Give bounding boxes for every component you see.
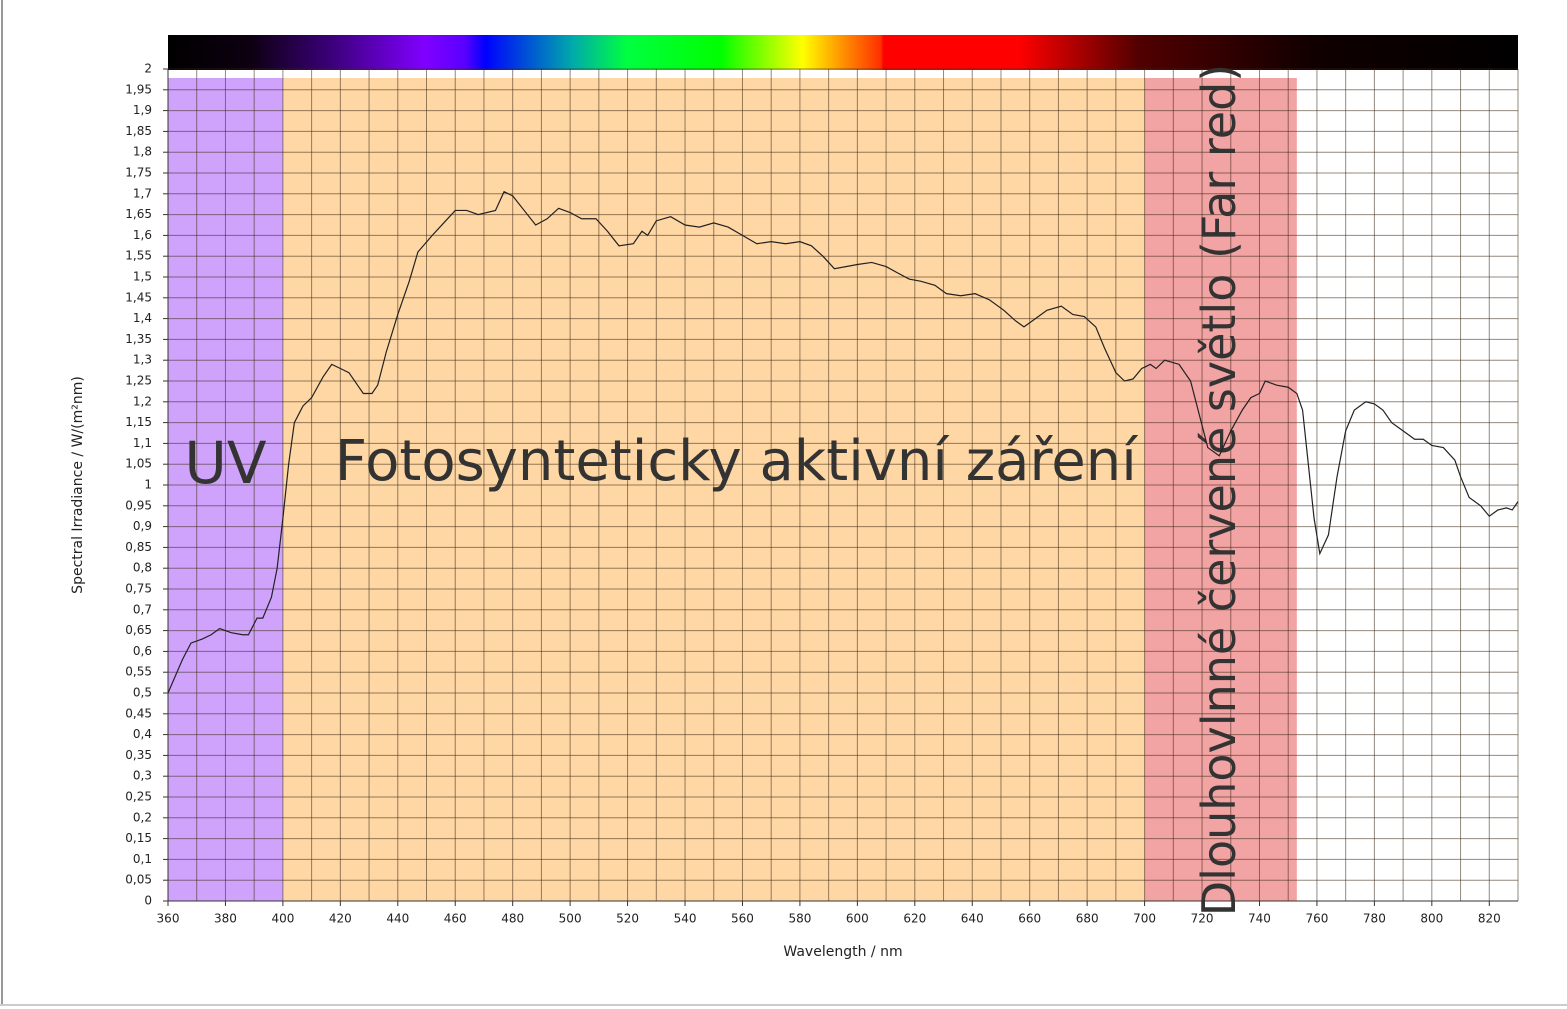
- y-tick-label: 1,2: [133, 394, 152, 408]
- x-tick-label: 480: [501, 912, 524, 926]
- x-tick-label: 460: [444, 912, 467, 926]
- y-tick-label: 1,4: [133, 311, 152, 325]
- line: [167, 190, 1519, 694]
- y-tick-label: 1,95: [125, 82, 152, 96]
- region-label: Dlouhovlnné červené světlo (Far red): [1192, 64, 1246, 916]
- y-tick-label: 1,85: [125, 124, 152, 138]
- y-tick-label: 0,75: [125, 582, 152, 596]
- x-tick-label: 420: [329, 912, 352, 926]
- x-tick-label: 380: [214, 912, 237, 926]
- y-tick-label: 0,1: [133, 852, 152, 866]
- y-tick-label: 1,1: [133, 436, 152, 450]
- x-tick-label: 640: [961, 912, 984, 926]
- y-tick-label: 1: [144, 478, 152, 492]
- grid: 360 380 400 420 440 460 480 500 520 540 560 580 600 6…: [125, 62, 1519, 926]
- y-tick-label: 1,75: [125, 166, 152, 180]
- y-tick-label: 1,3: [133, 353, 152, 367]
- x-tick-label: 720: [1191, 912, 1214, 926]
- y-tick-label: 0,45: [125, 706, 152, 720]
- x-tick-label: 400: [271, 912, 294, 926]
- y-tick-label: 0,15: [125, 831, 152, 845]
- x-tick-label: 620: [903, 912, 926, 926]
- y-tick-label: 0,9: [133, 519, 152, 533]
- y-tick-label: 1,5: [133, 270, 152, 284]
- spectrum-bar: [168, 35, 1518, 70]
- y-tick-label: 0,25: [125, 790, 152, 804]
- y-tick-label: 0,6: [133, 644, 152, 658]
- y-tick-label: 2: [144, 62, 152, 76]
- y-tick-label: 0,7: [133, 602, 152, 616]
- x-tick-label: 500: [559, 912, 582, 926]
- x-tick-label: 580: [788, 912, 811, 926]
- y-tick-label: 1,05: [125, 457, 152, 471]
- x-tick-label: 700: [1133, 912, 1156, 926]
- x-tick-label: 820: [1478, 912, 1501, 926]
- x-tick-label: 760: [1305, 912, 1328, 926]
- y-tick-label: 0,3: [133, 769, 152, 783]
- y-tick-label: 1,45: [125, 290, 152, 304]
- y-tick-label: 0,65: [125, 623, 152, 637]
- y-tick-label: 0,5: [133, 686, 152, 700]
- y-tick-label: 1,15: [125, 415, 152, 429]
- region: [1144, 78, 1297, 901]
- x-tick-label: 520: [616, 912, 639, 926]
- x-tick-label: 740: [1248, 912, 1271, 926]
- y-tick-label: 1,8: [133, 145, 152, 159]
- y-tick-label: 1,7: [133, 186, 152, 200]
- y-tick-label: 0: [144, 894, 152, 908]
- x-tick-label: 680: [1076, 912, 1099, 926]
- y-axis-label: Spectral Irradiance / W/(m²nm): [70, 376, 86, 594]
- x-tick-label: 360: [157, 912, 180, 926]
- plot: UV Fotosynteticky aktivní záření Dlouhovln…: [167, 64, 1519, 916]
- y-tick-label: 0,35: [125, 748, 152, 762]
- y-tick-label: 1,6: [133, 228, 152, 242]
- x-tick-label: 560: [731, 912, 754, 926]
- x-tick-label: 600: [846, 912, 869, 926]
- y-tick-label: 0,8: [133, 561, 152, 575]
- y-tick-label: 0,85: [125, 540, 152, 554]
- y-tick-label: 0,55: [125, 665, 152, 679]
- y-tick-label: 1,35: [125, 332, 152, 346]
- x-tick-label: 800: [1420, 912, 1443, 926]
- y-tick-label: 0,05: [125, 873, 152, 887]
- x-tick-label: 660: [1018, 912, 1041, 926]
- region-label: UV: [184, 429, 266, 497]
- x-tick-label: 440: [386, 912, 409, 926]
- y-tick-label: 0,95: [125, 498, 152, 512]
- y-tick-label: 1,25: [125, 374, 152, 388]
- y-tick-label: 1,65: [125, 207, 152, 221]
- x-axis-label: Wavelength / nm: [783, 944, 902, 960]
- y-tick-label: 1,9: [133, 103, 152, 117]
- y-tick-label: 0,2: [133, 810, 152, 824]
- x-tick-label: 780: [1363, 912, 1386, 926]
- region-label: Fotosynteticky aktivní záření: [335, 429, 1139, 494]
- y-tick-label: 0,4: [133, 727, 152, 741]
- y-tick-label: 1,55: [125, 249, 152, 263]
- x-tick-label: 540: [674, 912, 697, 926]
